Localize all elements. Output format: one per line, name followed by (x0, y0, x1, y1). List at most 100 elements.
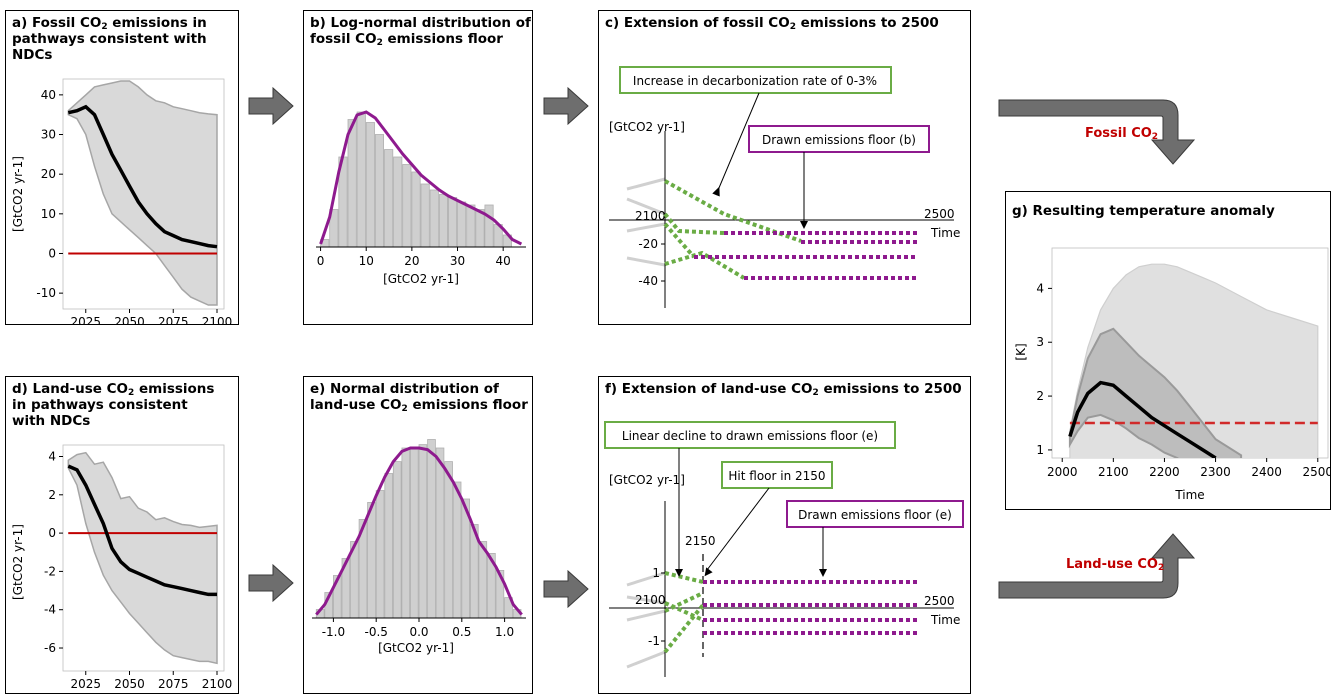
x-tick-label: 2200 (1149, 465, 1180, 479)
y-tick-label: -2 (44, 564, 56, 578)
x-tick-label: 2500 (1303, 465, 1331, 479)
histogram-bar (427, 439, 436, 619)
histogram-bar (401, 447, 411, 619)
y-tick-label: 0 (48, 246, 56, 260)
panel-e: e) Normal distribution of land-use CO2 e… (303, 376, 533, 694)
x-end-label: 2500 (924, 594, 955, 608)
histogram-bar (466, 204, 476, 248)
histogram-bar (375, 490, 385, 619)
histogram-bar (452, 481, 462, 619)
decline-path (664, 250, 746, 280)
x-tick-label: 2000 (1047, 465, 1078, 479)
panel-b-chart: 0 10 20 30 40 [GtCO2 yr-1] (316, 110, 526, 286)
histogram-bar (447, 197, 458, 248)
panel-b: b) Log-normal distribution of fossil CO2… (303, 10, 533, 325)
panel-b-title: b) Log-normal distribution of fossil CO2… (310, 15, 531, 48)
x-tick-label: 2025 (70, 315, 101, 325)
x-tick-label: -0.5 (364, 625, 387, 639)
uncertainty-band (67, 451, 218, 665)
callout-linear-box (604, 421, 896, 449)
callout-purple-box (748, 125, 930, 153)
y-tick-label: 3 (1036, 335, 1044, 349)
y-tick-label: 10 (41, 207, 56, 221)
panel-d-title: d) Land-use CO2 emissions in pathways co… (12, 381, 215, 429)
history-line (626, 595, 666, 605)
histogram-bar (367, 502, 376, 619)
x-axis-label: [GtCO2 yr-1] (383, 272, 459, 286)
histogram-bar (356, 111, 366, 248)
y-axis-label: [GtCO2 yr-1] (11, 524, 25, 600)
y-axis-label: [GtCO2 yr-1] (11, 156, 25, 232)
y-tick-label: 40 (41, 88, 56, 102)
panel-f-chart: [GtCO2 yr-1] 2150 2100 2500 Time 1 -1 Li… (604, 421, 964, 677)
median-line (1068, 380, 1217, 458)
callout-green-box (619, 66, 892, 94)
histogram-bar (420, 183, 430, 248)
arrow-b-to-c (543, 86, 589, 126)
histogram-bar (393, 156, 403, 248)
y-tick-label: -1 (648, 634, 660, 648)
x-tick-label: 2100 (1098, 465, 1129, 479)
panel-a-title: a) Fossil CO2 emissions in pathways cons… (12, 15, 207, 63)
y-tick-label: -40 (638, 274, 658, 288)
y-tick-label: -4 (44, 603, 56, 617)
panel-a: a) Fossil CO2 emissions in pathways cons… (5, 10, 239, 325)
y-tick-label: 2 (48, 488, 56, 502)
landuse-co2-label: Land-use CO2 (1066, 557, 1165, 573)
y-tick-label: -20 (638, 237, 658, 251)
y-axis-label: [K] (1014, 343, 1028, 360)
y-axis-label: [GtCO2 yr-1] (609, 473, 685, 487)
panel-c-chart: [GtCO2 yr-1] 2100 2500 Time -20 -40 Incr… (609, 66, 960, 308)
x-tick-label: 10 (359, 254, 374, 268)
decline-path (664, 591, 704, 613)
history-line (626, 177, 666, 191)
x-tick-label: 30 (450, 254, 465, 268)
histogram-bar (384, 149, 394, 248)
x-mark-label: 2150 (685, 534, 716, 548)
histogram-bar (402, 164, 412, 248)
median-line (67, 104, 218, 249)
x-end-label: 2500 (924, 207, 955, 221)
callout-green-text: Increase in decarbonization rate of 0-3% (633, 74, 877, 88)
history-line (626, 197, 666, 216)
x-tick-label: 2075 (158, 315, 189, 325)
panel-a-chart: 2025 2050 2075 2100 -10 0 10 20 30 40 [GtCO2 yr-1… (11, 78, 233, 325)
x-tick-label: 0.5 (452, 625, 471, 639)
panel-e-title: e) Normal distribution of land-use CO2 e… (310, 381, 528, 414)
y-tick-label: 2 (1036, 389, 1044, 403)
fossil-co2-label: Fossil CO2 (1085, 126, 1159, 142)
y-tick-label: 4 (48, 449, 56, 463)
decline-path (664, 571, 704, 584)
y-tick-label: -6 (44, 641, 56, 655)
x-tick-label: 0.0 (409, 625, 428, 639)
panel-f-title: f) Extension of land-use CO2 emissions t… (605, 381, 962, 398)
history-line (626, 609, 666, 622)
arrow-a-to-b (248, 86, 294, 126)
likely-range-band (1068, 327, 1243, 458)
x-start-label: 2100 (635, 593, 666, 607)
decline-path (663, 603, 705, 654)
distribution-curve (315, 446, 523, 616)
callout-hit-text: Hit floor in 2150 (728, 469, 825, 483)
history-line (626, 650, 666, 669)
x-tick-label: 2075 (158, 677, 189, 691)
x-tick-label: 2050 (114, 315, 145, 325)
panel-d-chart: 2025 2050 2075 2100 -6 -4 -2 0 2 4 [GtCO2 yr-1] (11, 444, 232, 691)
panel-g-chart: 2000 2100 2200 2300 2400 2500 1 2 3 4 [K] Time (1014, 247, 1331, 502)
x-tick-label: 2100 (202, 315, 233, 325)
panel-c-title: c) Extension of fossil CO2 emissions to … (605, 15, 939, 32)
arrow-e-to-f (543, 569, 589, 609)
histogram-bar (457, 201, 467, 248)
histogram-bar (347, 119, 357, 248)
x-tick-label: 2400 (1251, 465, 1282, 479)
histogram-bar (374, 134, 385, 248)
history-line (626, 222, 666, 233)
x-tick-label: 1.0 (495, 625, 514, 639)
histogram-bar (410, 447, 419, 619)
x-axis-label: Time (930, 226, 960, 240)
x-axis-label: [GtCO2 yr-1] (378, 641, 454, 655)
callout-purple-box (786, 500, 964, 528)
x-tick-label: 20 (404, 254, 419, 268)
callout-hit-box (721, 461, 833, 489)
histogram-bar (438, 194, 449, 248)
